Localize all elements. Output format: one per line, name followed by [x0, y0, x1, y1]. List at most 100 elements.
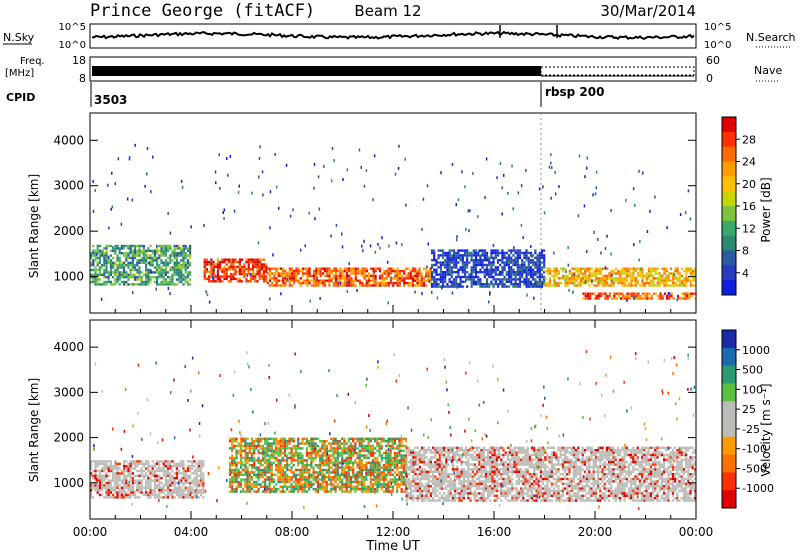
velocity-cell — [249, 486, 251, 488]
power-cell — [182, 254, 184, 256]
power-cell — [506, 285, 508, 287]
velocity-cell — [324, 447, 326, 449]
power-cell — [431, 264, 433, 266]
velocity-cell — [249, 481, 251, 483]
velocity-cell — [406, 480, 408, 482]
velocity-cell — [110, 491, 112, 493]
power-cell — [462, 269, 464, 271]
velocity-cell — [387, 471, 389, 473]
velocity-cell — [297, 459, 299, 461]
power-cell — [453, 261, 455, 263]
velocity-cell — [330, 478, 332, 480]
velocity-cell — [359, 469, 361, 471]
velocity-cell — [368, 462, 370, 464]
velocity-cell — [302, 447, 304, 449]
velocity-cell — [236, 490, 238, 492]
power-cell — [119, 262, 121, 264]
velocity-cell — [385, 483, 387, 485]
power-cell — [556, 275, 558, 277]
velocity-cell — [299, 454, 301, 456]
velocity-cell — [266, 478, 268, 480]
power-cell — [123, 271, 125, 273]
velocity-cell — [359, 457, 361, 459]
power-cell — [178, 254, 180, 256]
power-cell — [414, 275, 416, 277]
power-cell — [388, 301, 390, 304]
velocity-cell — [350, 438, 352, 440]
power-cell — [657, 272, 659, 274]
power-cell — [333, 282, 335, 284]
nave-tick-top: 60 — [706, 54, 720, 67]
power-cell — [141, 250, 143, 252]
power-cell — [149, 257, 151, 259]
power-cell — [504, 264, 506, 266]
velocity-cell — [425, 456, 427, 458]
power-cell — [256, 268, 258, 270]
power-cell — [234, 278, 236, 280]
velocity-cell — [94, 475, 96, 477]
velocity-cell — [381, 466, 383, 468]
power-cell — [169, 269, 171, 271]
power-cell — [519, 266, 521, 268]
velocity-cell — [396, 438, 398, 440]
power-cell — [313, 284, 315, 286]
velocity-cell — [321, 474, 323, 476]
power-cell — [593, 280, 595, 282]
power-cell — [455, 271, 457, 273]
power-cell — [444, 264, 446, 266]
velocity-cell — [286, 486, 288, 488]
power-cell — [210, 259, 212, 261]
velocity-cell — [94, 465, 96, 467]
power-cell — [114, 250, 116, 252]
velocity-cell — [343, 469, 345, 471]
power-cell — [127, 278, 129, 280]
power-cell — [226, 278, 228, 280]
power-cell — [163, 262, 165, 264]
power-cell — [508, 269, 510, 271]
power-cell — [582, 297, 584, 299]
power-cell — [438, 257, 440, 259]
velocity-cell — [326, 471, 328, 473]
velocity-cell — [436, 451, 438, 453]
velocity-cell — [419, 483, 421, 485]
velocity-cell — [108, 491, 110, 493]
velocity-cell — [269, 438, 271, 440]
velocity-cell — [229, 481, 231, 483]
power-cell — [553, 277, 555, 279]
power-cell — [178, 266, 180, 268]
velocity-cell — [231, 488, 233, 490]
power-cell — [256, 263, 258, 265]
velocity-cell — [295, 459, 297, 461]
velocity-cell — [138, 475, 140, 477]
velocity-cell — [99, 470, 101, 472]
velocity-cell — [398, 483, 400, 485]
velocity-cell — [439, 454, 441, 456]
velocity-cell — [341, 452, 343, 454]
velocity-cell — [419, 459, 421, 461]
velocity-cell — [97, 470, 99, 472]
velocity-cell — [262, 481, 264, 483]
velocity-cell — [233, 462, 235, 464]
velocity-cell — [291, 454, 293, 456]
velocity-cell — [286, 440, 288, 442]
velocity-cell — [273, 462, 275, 464]
power-cell — [119, 283, 121, 285]
power-cell — [482, 249, 484, 251]
velocity-cell — [346, 474, 348, 476]
power-cell — [267, 268, 269, 270]
velocity-cell — [341, 469, 343, 471]
velocity-cell — [421, 456, 423, 458]
velocity-cell — [408, 492, 410, 494]
velocity-cell — [158, 489, 160, 491]
velocity-cell — [398, 447, 400, 449]
velocity-cell — [350, 452, 352, 454]
velocity-cell — [291, 440, 293, 442]
velocity-cell — [439, 466, 441, 468]
velocity-cell — [406, 497, 408, 499]
power-cell — [226, 275, 228, 277]
velocity-cell — [328, 457, 330, 459]
power-cell — [486, 259, 488, 261]
velocity-cell — [189, 489, 191, 491]
power-cell — [539, 252, 541, 254]
velocity-cell — [321, 478, 323, 480]
